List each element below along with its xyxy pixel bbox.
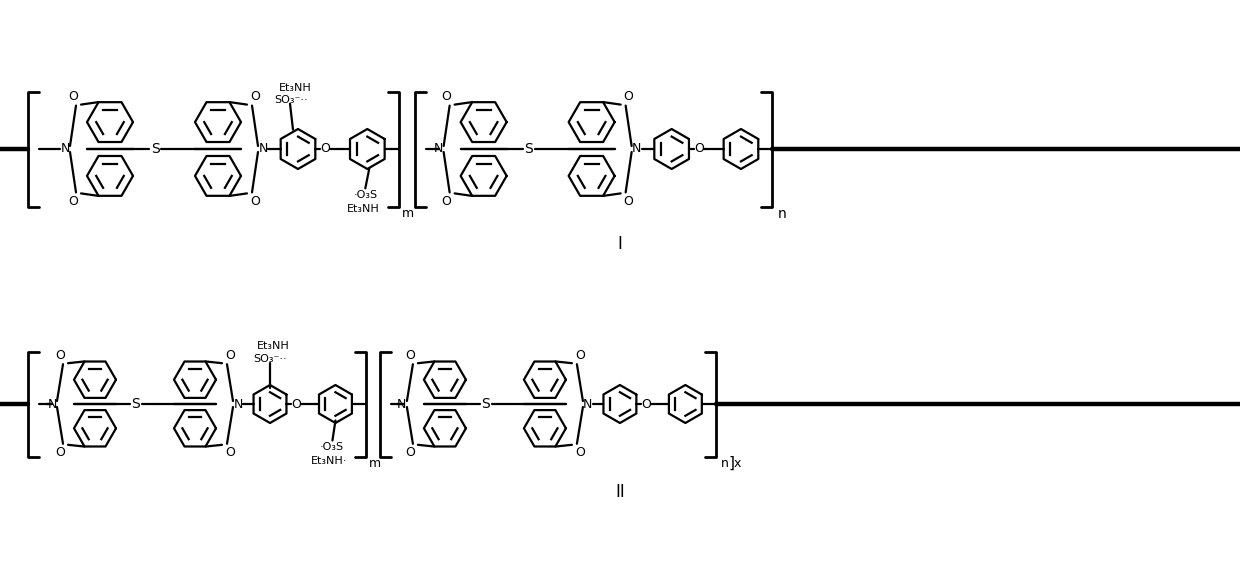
Text: m: m [368, 457, 381, 470]
Text: O: O [575, 446, 585, 459]
Text: Et₃NH·: Et₃NH· [311, 456, 347, 466]
Text: ·O₃S: ·O₃S [320, 442, 343, 452]
Text: O: O [55, 349, 64, 362]
Text: S: S [131, 397, 140, 411]
Text: O: O [441, 90, 451, 103]
Text: O: O [641, 398, 651, 411]
Text: ]: ] [729, 456, 735, 471]
Text: Et₃NH: Et₃NH [347, 204, 379, 214]
Text: O: O [226, 446, 234, 459]
Text: S: S [481, 397, 490, 411]
Text: N: N [632, 143, 641, 156]
Text: N: N [47, 398, 57, 411]
Text: O: O [624, 90, 634, 103]
Text: Et₃NH: Et₃NH [257, 341, 289, 351]
Text: O: O [575, 349, 585, 362]
Text: x: x [734, 457, 742, 470]
Text: m: m [402, 207, 414, 220]
Text: I: I [618, 235, 622, 253]
Text: SO₃⁻··: SO₃⁻·· [253, 354, 286, 364]
Text: S: S [150, 142, 160, 156]
Text: N: N [61, 143, 69, 156]
Text: Et₃NH: Et₃NH [279, 83, 311, 92]
Text: O: O [441, 195, 451, 208]
Text: n: n [777, 206, 786, 221]
Text: O: O [55, 446, 64, 459]
Text: N: N [397, 398, 407, 411]
Text: N: N [258, 143, 268, 156]
Text: O: O [694, 143, 704, 156]
Text: O: O [68, 90, 78, 103]
Text: O: O [250, 90, 260, 103]
Text: O: O [624, 195, 634, 208]
Text: O: O [250, 195, 260, 208]
Text: II: II [615, 483, 625, 501]
Text: O: O [405, 349, 415, 362]
Text: SO₃⁻··: SO₃⁻·· [274, 95, 308, 105]
Text: n: n [720, 457, 729, 470]
Text: N: N [434, 143, 444, 156]
Text: O: O [291, 398, 301, 411]
Text: S: S [525, 142, 533, 156]
Text: N: N [583, 398, 593, 411]
Text: ·O₃S: ·O₃S [353, 190, 377, 200]
Text: N: N [233, 398, 243, 411]
Text: O: O [320, 143, 330, 156]
Text: O: O [226, 349, 234, 362]
Text: O: O [68, 195, 78, 208]
Text: O: O [405, 446, 415, 459]
